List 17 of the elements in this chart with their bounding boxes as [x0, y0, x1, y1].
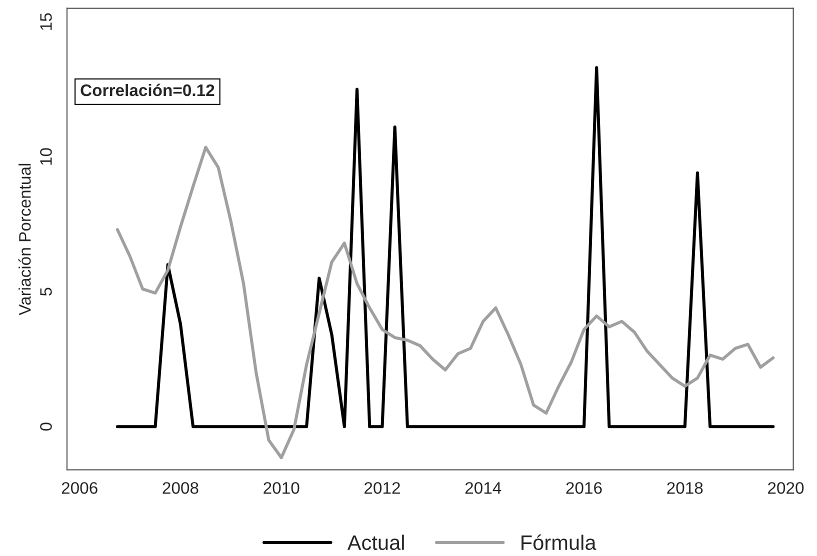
y-tick-label: 10 [40, 148, 52, 165]
legend-label: Actual [347, 534, 404, 550]
line-series [116, 146, 775, 460]
x-tick-label: 2010 [264, 482, 300, 494]
x-tick-label: 2006 [62, 482, 98, 494]
legend-label: Fórmula [522, 534, 596, 550]
annotation: Correlación=0.12 [80, 84, 214, 96]
x-tick-label: 2014 [465, 482, 502, 494]
y-tick-label: 5 [40, 288, 52, 296]
x-tick-label: 2020 [768, 482, 804, 494]
x-tick-label: 2008 [162, 482, 198, 494]
y-axis-title: Variación Porcentual [18, 164, 31, 316]
x-tick-label: 2016 [566, 482, 602, 494]
y-tick-label: 15 [40, 13, 52, 30]
x-tick-label: 2012 [364, 482, 400, 494]
x-tick-label: 2018 [667, 482, 703, 494]
y-tick-label: 0 [40, 422, 52, 431]
